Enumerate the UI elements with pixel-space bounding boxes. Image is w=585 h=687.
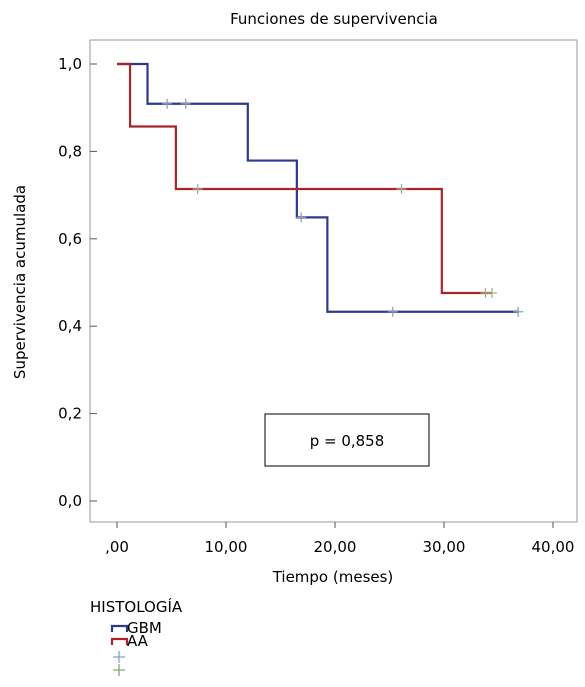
series-aa	[117, 62, 497, 298]
legend-swatch-aa	[110, 637, 129, 645]
y-tick-label: 0,0	[58, 492, 82, 510]
y-tick-label: 0,6	[58, 230, 82, 248]
legend-label-aa: AA	[127, 632, 149, 650]
censor-mark	[180, 98, 191, 109]
x-tick-label: 40,00	[532, 538, 575, 556]
y-axis: 0,0 0,2 0,4 0,6 0,8 1,0	[58, 55, 97, 510]
series-gbm	[117, 62, 524, 317]
x-tick-label: 30,00	[423, 538, 466, 556]
censor-mark	[486, 287, 497, 298]
censor-mark	[387, 306, 398, 317]
plot-frame	[89, 39, 578, 523]
p-value-text: p = 0,858	[310, 432, 385, 450]
legend-label-gbm: GBM	[127, 619, 162, 637]
legend-censor-swatch	[113, 651, 125, 663]
censor-mark	[396, 183, 407, 194]
censor-mark	[296, 212, 307, 223]
survival-line-gbm	[117, 62, 519, 313]
censor-mark	[513, 306, 524, 317]
survival-line-aa	[117, 62, 492, 295]
legend-censor-swatch	[113, 664, 125, 676]
legend-title: HISTOLOGÍA	[90, 597, 183, 616]
series-layer	[117, 62, 524, 317]
x-tick-label: ,00	[105, 538, 129, 556]
chart-title: Funciones de supervivencia	[230, 10, 438, 28]
censor-mark	[192, 183, 203, 194]
legend-swatch-gbm	[110, 624, 129, 632]
y-tick-label: 1,0	[58, 55, 82, 73]
y-axis-label: Supervivencia acumulada	[11, 185, 29, 379]
x-axis-label: Tiempo (meses)	[272, 568, 394, 586]
y-tick-label: 0,4	[58, 317, 82, 335]
y-tick-label: 0,8	[58, 142, 82, 160]
y-tick-label: 0,2	[58, 405, 82, 423]
p-value-annotation: p = 0,858	[264, 413, 430, 467]
censor-mark	[162, 98, 173, 109]
x-axis: ,00 10,00 20,00 30,00 40,00	[105, 522, 574, 556]
x-tick-label: 10,00	[205, 538, 248, 556]
p-value-box	[264, 413, 430, 467]
x-tick-label: 20,00	[314, 538, 357, 556]
